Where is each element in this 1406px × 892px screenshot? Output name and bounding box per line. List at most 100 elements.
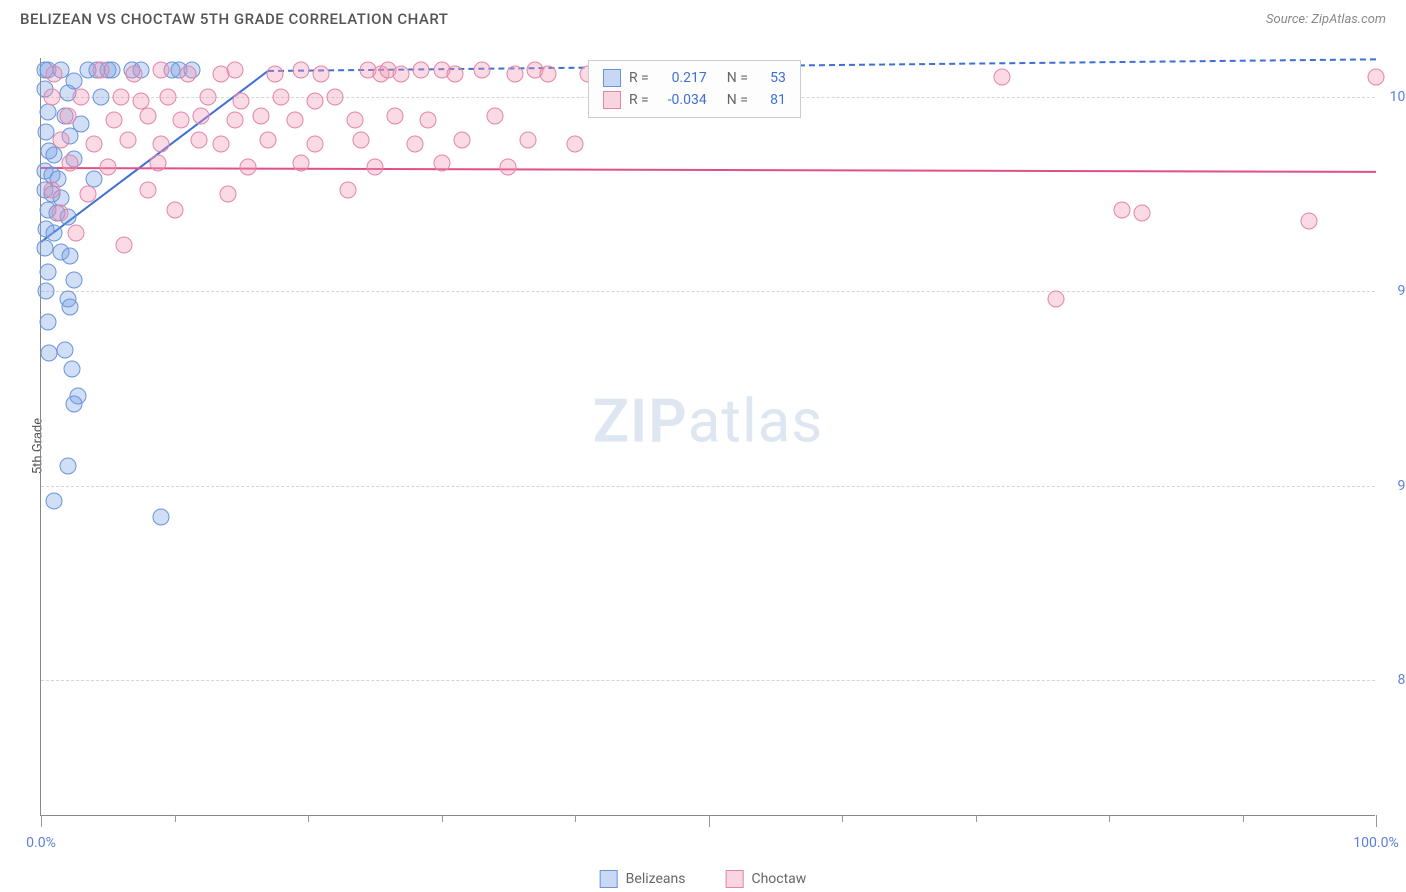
- scatter-point: [340, 182, 357, 199]
- scatter-point: [62, 298, 79, 315]
- scatter-point: [199, 88, 216, 105]
- scatter-point: [39, 263, 56, 280]
- scatter-point: [46, 65, 63, 82]
- scatter-point: [1134, 205, 1151, 222]
- scatter-point: [259, 131, 276, 148]
- legend-item: Choctaw: [725, 870, 806, 888]
- legend-label: Choctaw: [751, 871, 806, 887]
- scatter-point: [93, 88, 110, 105]
- y-tick-label: 95.0%: [1397, 283, 1406, 299]
- scatter-point: [1301, 213, 1318, 230]
- scatter-point: [43, 88, 60, 105]
- scatter-point: [353, 131, 370, 148]
- scatter-point: [1047, 291, 1064, 308]
- x-tick: [709, 815, 710, 827]
- legend-r-value: -0.034: [657, 92, 707, 108]
- legend-n-label: N =: [727, 70, 748, 86]
- scatter-point: [133, 92, 150, 109]
- gridline: [41, 291, 1375, 292]
- x-tick: [175, 815, 176, 822]
- legend-r-value: 0.217: [657, 70, 707, 86]
- scatter-point: [46, 147, 63, 164]
- gridline: [41, 486, 1375, 487]
- scatter-point: [51, 205, 68, 222]
- scatter-point: [1114, 201, 1131, 218]
- scatter-point: [57, 341, 74, 358]
- scatter-point: [393, 65, 410, 82]
- gridline: [41, 680, 1375, 681]
- scatter-point: [190, 131, 207, 148]
- x-tick: [442, 815, 443, 822]
- scatter-point: [420, 112, 437, 129]
- scatter-point: [413, 61, 430, 78]
- legend-swatch: [603, 91, 621, 109]
- scatter-point: [226, 112, 243, 129]
- x-tick: [1243, 815, 1244, 822]
- scatter-point: [99, 158, 116, 175]
- scatter-chart: ZIPatlas 85.0%90.0%95.0%100.0%0.0%100.0%…: [40, 58, 1375, 816]
- scatter-point: [213, 135, 230, 152]
- scatter-point: [306, 135, 323, 152]
- scatter-point: [59, 108, 76, 125]
- scatter-point: [106, 112, 123, 129]
- legend-swatch: [725, 870, 743, 888]
- scatter-point: [506, 65, 523, 82]
- x-tick: [842, 815, 843, 822]
- scatter-point: [39, 314, 56, 331]
- scatter-point: [273, 88, 290, 105]
- scatter-point: [540, 65, 557, 82]
- scatter-point: [153, 508, 170, 525]
- scatter-point: [66, 271, 83, 288]
- scatter-point: [67, 224, 84, 241]
- scatter-point: [38, 283, 55, 300]
- scatter-point: [366, 158, 383, 175]
- legend-r-label: R =: [629, 70, 649, 86]
- scatter-point: [567, 135, 584, 152]
- scatter-point: [46, 493, 63, 510]
- scatter-point: [306, 92, 323, 109]
- chart-title: BELIZEAN VS CHOCTAW 5TH GRADE CORRELATIO…: [20, 10, 448, 28]
- legend-swatch: [603, 69, 621, 87]
- source-attribution: Source: ZipAtlas.com: [1266, 12, 1386, 27]
- scatter-point: [79, 186, 96, 203]
- scatter-point: [179, 65, 196, 82]
- x-tick: [308, 815, 309, 822]
- scatter-point: [126, 65, 143, 82]
- scatter-point: [93, 61, 110, 78]
- x-tick: [41, 815, 42, 827]
- scatter-point: [62, 248, 79, 265]
- scatter-point: [46, 224, 63, 241]
- y-tick-label: 100.0%: [1390, 89, 1406, 105]
- x-tick: [1376, 815, 1377, 827]
- scatter-point: [293, 154, 310, 171]
- scatter-point: [153, 135, 170, 152]
- scatter-point: [994, 69, 1011, 86]
- scatter-point: [139, 108, 156, 125]
- x-tick: [1109, 815, 1110, 822]
- scatter-point: [115, 236, 132, 253]
- scatter-point: [86, 170, 103, 187]
- legend-n-value: 81: [756, 92, 786, 108]
- scatter-point: [193, 108, 210, 125]
- stats-legend: R =0.217N =53R =-0.034N =81: [588, 60, 801, 118]
- legend-n-label: N =: [727, 92, 748, 108]
- scatter-point: [233, 92, 250, 109]
- legend-label: Belizeans: [626, 871, 686, 887]
- scatter-point: [473, 61, 490, 78]
- scatter-point: [486, 108, 503, 125]
- scatter-point: [219, 186, 236, 203]
- x-tick: [976, 815, 977, 822]
- scatter-point: [293, 61, 310, 78]
- scatter-point: [386, 108, 403, 125]
- scatter-point: [1368, 69, 1385, 86]
- x-tick: [575, 815, 576, 822]
- scatter-point: [286, 112, 303, 129]
- scatter-point: [346, 112, 363, 129]
- legend-item: Belizeans: [600, 870, 686, 888]
- scatter-point: [59, 458, 76, 475]
- scatter-point: [150, 154, 167, 171]
- legend-r-label: R =: [629, 92, 649, 108]
- scatter-point: [433, 154, 450, 171]
- scatter-point: [166, 201, 183, 218]
- scatter-point: [500, 158, 517, 175]
